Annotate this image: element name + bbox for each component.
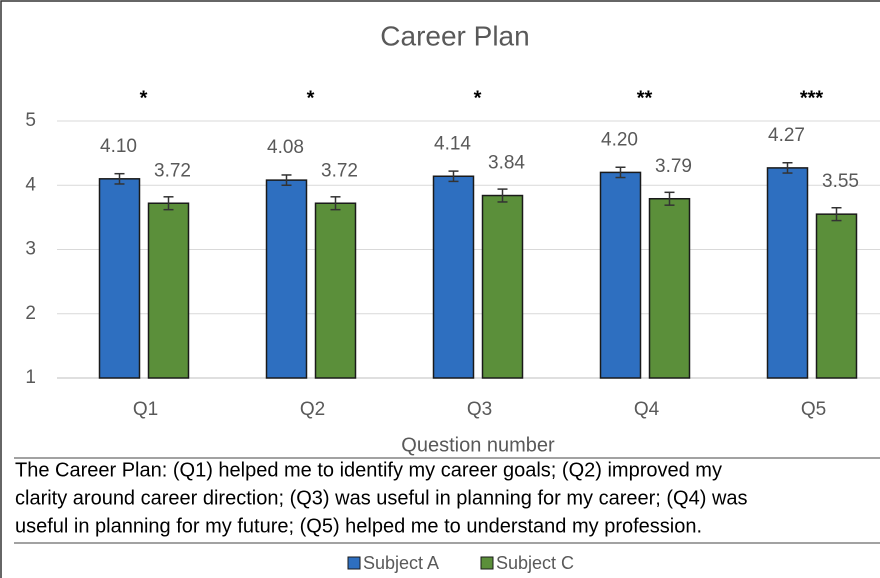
data-label: 4.10 [100, 136, 137, 157]
error-bar [330, 196, 341, 211]
bar [265, 179, 308, 379]
y-tick-label: 5 [25, 110, 36, 131]
significance-label: ** [637, 87, 653, 109]
bar [147, 202, 190, 379]
caption-line: clarity around career direction; (Q3) wa… [15, 487, 748, 509]
bar [481, 194, 524, 379]
data-label: 4.08 [267, 137, 304, 158]
legend-swatch [347, 556, 361, 570]
x-tick-label: Q4 [634, 399, 660, 420]
data-label: 4.27 [768, 125, 805, 146]
error-bar [782, 162, 793, 174]
error-bar [448, 170, 459, 183]
x-tick-label: Q2 [300, 399, 325, 420]
error-bar [615, 166, 626, 179]
error-bar [281, 174, 292, 186]
error-bar [831, 206, 842, 222]
y-tick-label: 1 [25, 367, 36, 388]
data-label: 4.20 [601, 129, 638, 150]
bar [815, 213, 858, 379]
bar [98, 178, 141, 379]
error-bar [114, 172, 125, 185]
legend-swatch [480, 556, 494, 570]
error-bar [664, 191, 675, 206]
data-label: 4.14 [434, 133, 471, 154]
bar [314, 202, 357, 379]
bar [766, 167, 809, 379]
x-tick-label: Q5 [801, 399, 826, 420]
y-tick-label: 3 [25, 239, 36, 260]
significance-label: * [140, 87, 148, 109]
significance-label: *** [800, 87, 824, 109]
significance-label: * [307, 87, 315, 109]
bar [599, 171, 642, 379]
chart-title: Career Plan [380, 20, 529, 51]
error-bar [163, 196, 174, 211]
bar [648, 197, 691, 379]
y-tick-label: 4 [25, 174, 36, 195]
significance-label: * [474, 87, 482, 109]
x-tick-label: Q1 [133, 399, 158, 420]
caption-line: useful in planning for my future; (Q5) h… [15, 515, 702, 537]
legend-label: Subject C [496, 553, 574, 573]
data-label: 3.72 [154, 160, 191, 181]
bar [432, 175, 475, 379]
y-tick-label: 2 [25, 303, 36, 324]
caption-line: The Career Plan: (Q1) helped me to ident… [15, 459, 722, 481]
data-label: 3.79 [655, 156, 692, 177]
error-bar [497, 188, 508, 203]
data-label: 3.55 [822, 171, 859, 192]
data-label: 3.84 [488, 153, 525, 174]
data-label: 3.72 [321, 160, 358, 181]
x-tick-label: Q3 [467, 399, 492, 420]
x-axis-label: Question number [401, 434, 555, 456]
legend-label: Subject A [363, 553, 439, 573]
